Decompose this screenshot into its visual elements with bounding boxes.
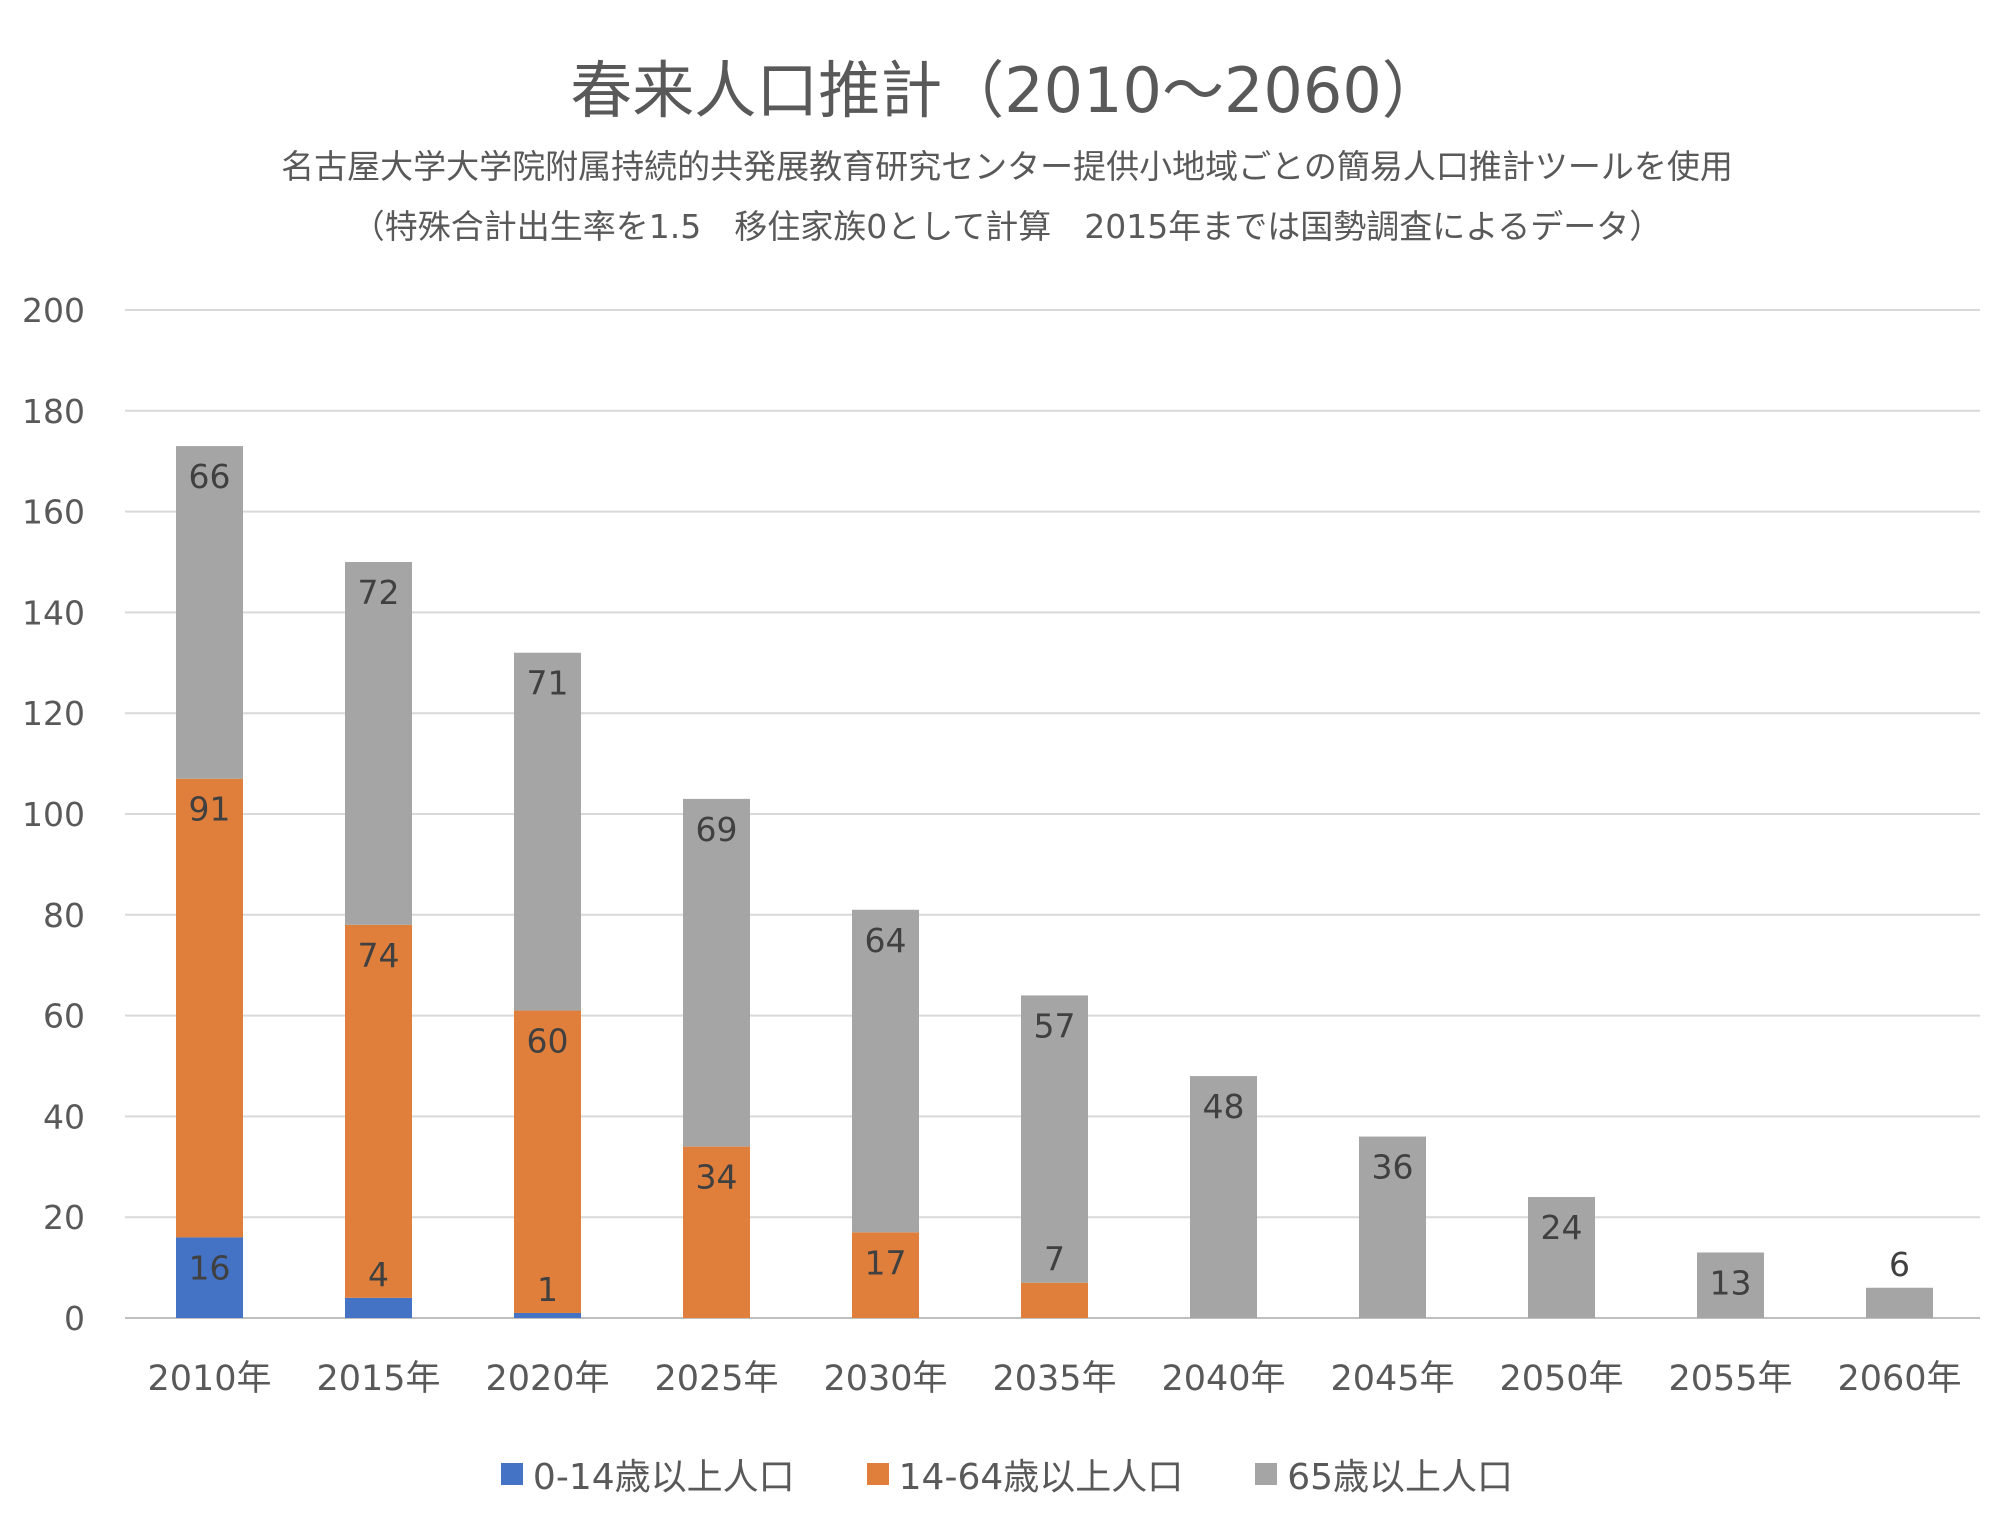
bar-segment xyxy=(683,798,750,1147)
bar-segment xyxy=(852,1232,919,1318)
data-label: 48 xyxy=(1203,1087,1245,1126)
y-tick-label: 200 xyxy=(22,291,85,330)
data-label: 60 xyxy=(527,1022,569,1061)
x-tick-label: 2025年 xyxy=(654,1359,778,1399)
bar-segment xyxy=(1190,1076,1257,1318)
x-tick-label: 2030年 xyxy=(823,1359,947,1399)
data-label: 72 xyxy=(358,573,400,612)
x-tick-label: 2010年 xyxy=(147,1359,271,1399)
bar-segment xyxy=(176,446,243,779)
data-label: 17 xyxy=(865,1243,907,1282)
data-label: 1 xyxy=(537,1270,558,1309)
legend-item: 0-14歳以上人口 xyxy=(500,1448,795,1500)
data-label: 91 xyxy=(189,790,231,829)
x-tick-label: 2040年 xyxy=(1161,1359,1285,1399)
y-tick-label: 20 xyxy=(43,1198,85,1237)
bar-segment xyxy=(176,778,243,1238)
data-label: 13 xyxy=(1710,1263,1752,1302)
legend-item: 65歳以上人口 xyxy=(1255,1448,1513,1500)
bar-segment xyxy=(1697,1252,1764,1318)
data-label: 71 xyxy=(527,664,569,703)
y-tick-label: 60 xyxy=(43,997,85,1036)
data-label: 34 xyxy=(696,1158,738,1197)
x-tick-label: 2055年 xyxy=(1668,1359,1792,1399)
data-label: 66 xyxy=(189,457,231,496)
legend-item: 14-64歳以上人口 xyxy=(866,1448,1184,1500)
data-label: 36 xyxy=(1372,1148,1414,1187)
y-tick-label: 120 xyxy=(22,694,85,733)
bar-segment xyxy=(1866,1287,1933,1318)
bar-segment xyxy=(1528,1197,1595,1318)
bar-segment xyxy=(683,1146,750,1318)
y-tick-label: 180 xyxy=(22,392,85,431)
chart-subtitle-line-2: （特殊合計出生率を1.5 移住家族0として計算 2015年までは国勢調査によるデ… xyxy=(351,207,1663,246)
bar-segment xyxy=(1021,995,1088,1283)
bar-segment xyxy=(1021,1282,1088,1318)
data-label: 64 xyxy=(865,921,907,960)
bar-segment xyxy=(514,1010,581,1313)
y-tick-label: 40 xyxy=(43,1097,85,1136)
data-label: 6 xyxy=(1889,1245,1910,1284)
chart-subtitle-line-1: 名古屋大学大学院附属持続的共発展教育研究センター提供小地域ごとの簡易人口推計ツー… xyxy=(281,147,1733,186)
x-tick-label: 2050年 xyxy=(1499,1359,1623,1399)
legend-label: 14-64歳以上人口 xyxy=(898,1457,1184,1498)
bar-segment xyxy=(176,1237,243,1318)
x-tick-label: 2035年 xyxy=(992,1359,1116,1399)
y-tick-label: 0 xyxy=(64,1299,85,1338)
data-label: 74 xyxy=(358,936,400,975)
legend-swatch xyxy=(500,1463,523,1485)
legend-swatch xyxy=(866,1463,889,1485)
data-label: 57 xyxy=(1034,1006,1076,1045)
bar-segment xyxy=(852,909,919,1233)
y-tick-label: 160 xyxy=(22,493,85,532)
y-tick-label: 80 xyxy=(43,896,85,935)
bar-segment xyxy=(345,562,412,925)
bar-segment xyxy=(345,1297,412,1318)
data-label: 69 xyxy=(696,810,738,849)
x-tick-label: 2060年 xyxy=(1837,1359,1961,1399)
legend-label: 0-14歳以上人口 xyxy=(532,1457,795,1498)
bar-segment xyxy=(345,924,412,1298)
chart-title: 春来人口推計（2010〜2060） xyxy=(570,54,1444,127)
data-label: 4 xyxy=(368,1255,389,1294)
legend-label: 65歳以上人口 xyxy=(1287,1457,1514,1498)
x-tick-label: 2020年 xyxy=(485,1359,609,1399)
bar-segment xyxy=(514,1312,581,1318)
legend: 0-14歳以上人口 14-64歳以上人口 65歳以上人口 xyxy=(0,1448,2014,1500)
bar-segment xyxy=(1359,1136,1426,1318)
data-label: 7 xyxy=(1044,1240,1065,1279)
data-label: 16 xyxy=(189,1248,231,1287)
legend-swatch xyxy=(1255,1463,1278,1485)
bar-segment xyxy=(514,652,581,1011)
y-tick-label: 140 xyxy=(22,593,85,632)
data-label: 24 xyxy=(1541,1208,1583,1247)
x-tick-label: 2015年 xyxy=(316,1359,440,1399)
x-tick-label: 2045年 xyxy=(1330,1359,1454,1399)
y-tick-label: 100 xyxy=(22,795,85,834)
